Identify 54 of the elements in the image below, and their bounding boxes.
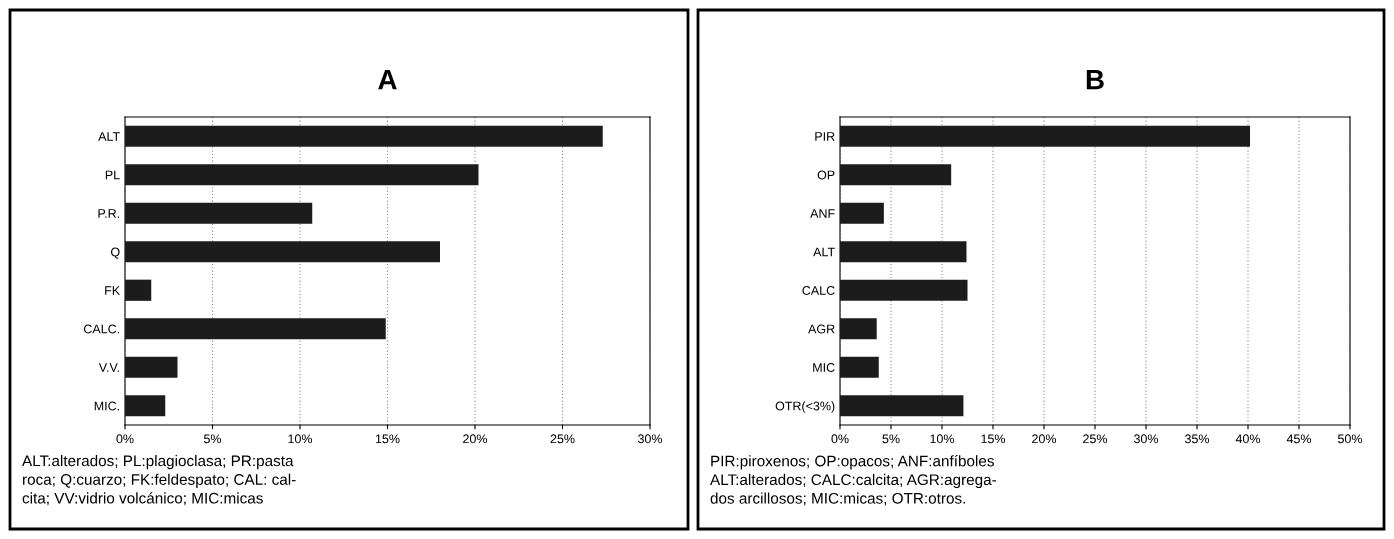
x-tick-label: 30%: [637, 434, 663, 444]
bar: [125, 356, 178, 378]
bar: [125, 125, 603, 147]
x-tick-label: 15%: [981, 434, 1006, 444]
bar: [125, 318, 386, 340]
y-tick-label: PL: [105, 170, 120, 180]
bar: [840, 318, 877, 340]
bar: [840, 125, 1251, 147]
x-tick-label: 40%: [1235, 434, 1261, 444]
x-tick-label: 10%: [930, 434, 955, 444]
x-tick-label: 20%: [1032, 434, 1057, 444]
y-tick-label: CALC.: [83, 324, 119, 334]
y-tick-label: MIC.: [94, 401, 119, 411]
y-tick-label: FK: [105, 286, 120, 295]
chart-title: A: [378, 70, 397, 90]
bar: [840, 164, 952, 186]
y-tick-label: ANF: [810, 209, 835, 218]
x-tick-label: 25%: [1083, 434, 1108, 444]
bar: [840, 241, 967, 263]
y-tick-label: OP: [817, 170, 835, 180]
y-tick-label: AGR: [808, 324, 835, 334]
y-tick-label: P.R.: [98, 209, 119, 218]
bar: [840, 356, 879, 378]
y-tick-label: PIR: [815, 132, 835, 141]
bar: [840, 202, 884, 224]
x-tick-label: 15%: [375, 434, 400, 444]
bar: [125, 241, 440, 263]
y-tick-label: MIC: [813, 363, 835, 372]
bar: [125, 395, 166, 417]
y-tick-label: OTR(<3%): [775, 401, 835, 413]
y-tick-label: V.V.: [98, 363, 119, 372]
x-tick-label: 20%: [463, 434, 488, 444]
x-tick-label: 5%: [203, 434, 222, 444]
bar: [840, 279, 968, 301]
x-tick-label: 25%: [550, 434, 575, 444]
x-tick-label: 50%: [1337, 434, 1363, 444]
bar: [125, 202, 313, 224]
text: PIR:piroxenos; OP:opacos; ANF:anfíboles ALT:alterados; CALC:calcita; AGR:agrega- dos arcillosos; MIC:micas; OTR:otros.: [710, 455, 997, 506]
x-tick-label: 0%: [116, 434, 134, 444]
text: ALT:alterados; PL:plagioclasa; PR:pasta roca; Q:cuarzo; FK:feldespato; CAL: cal- cita; VV:vidrio volcánico; MIC:micas: [22, 455, 296, 506]
x-tick-label: 45%: [1286, 434, 1312, 444]
bar: [125, 164, 479, 186]
bar: [125, 279, 152, 301]
chart-title: B: [1086, 70, 1104, 90]
y-tick-label: Q: [111, 247, 120, 259]
x-tick-label: 35%: [1184, 434, 1210, 444]
y-tick-label: ALT: [813, 247, 835, 257]
y-tick-label: ALT: [98, 132, 120, 141]
y-tick-label: CALC: [802, 286, 835, 295]
bar: [840, 395, 964, 417]
x-tick-label: 5%: [882, 434, 900, 444]
x-tick-label: 10%: [288, 434, 313, 444]
x-tick-label: 0%: [831, 434, 849, 444]
x-tick-label: 30%: [1133, 434, 1159, 444]
